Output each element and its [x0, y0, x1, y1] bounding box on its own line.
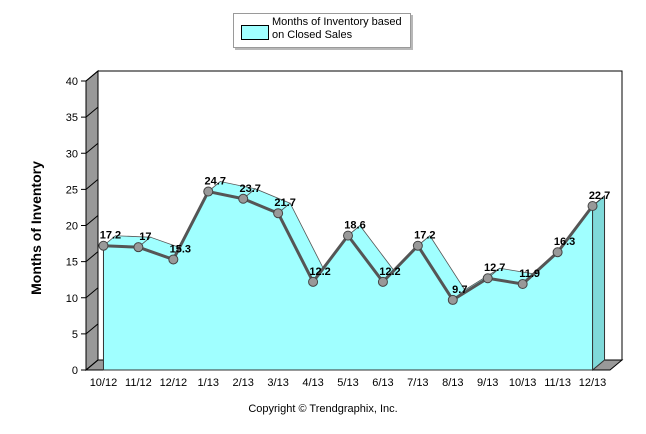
- y-axis: 0 5 10 15 20 25 30 35 40: [66, 70, 99, 377]
- data-label: 22.7: [589, 190, 610, 202]
- x-tick-label: 2/13: [232, 377, 253, 389]
- data-point: [517, 279, 528, 290]
- x-tick-label: 12/13: [579, 377, 607, 389]
- y-tick-label: 40: [66, 76, 78, 88]
- y-tick-label: 30: [66, 148, 78, 160]
- x-tick-label: 11/13: [544, 377, 571, 389]
- data-label: 23.7: [239, 183, 260, 195]
- data-label: 18.6: [344, 220, 365, 232]
- data-point: [238, 193, 249, 204]
- y-tick-label: 25: [66, 184, 78, 196]
- data-point: [482, 273, 493, 284]
- data-point: [343, 230, 353, 241]
- y-tick-depth: [85, 70, 99, 82]
- data-label: 15.3: [170, 243, 191, 255]
- data-label: 16.3: [554, 236, 575, 248]
- data-label: 12.2: [309, 266, 330, 278]
- data-point: [168, 254, 179, 265]
- y-tick-label: 10: [66, 293, 78, 305]
- data-point: [552, 247, 563, 258]
- y-tick-label: 5: [72, 329, 78, 341]
- x-tick-label: 4/13: [302, 377, 323, 389]
- x-tick-label: 12/12: [160, 377, 188, 389]
- data-label: 12.2: [379, 266, 400, 278]
- y-tick-depth: [85, 359, 99, 371]
- data-point: [203, 186, 214, 197]
- data-label: 12.7: [484, 262, 505, 274]
- x-tick-label: 5/13: [337, 377, 358, 389]
- data-point: [412, 240, 423, 251]
- y-tick-label: 15: [66, 257, 78, 269]
- legend: Months of Inventory based on Closed Sale…: [233, 13, 411, 48]
- series-area: 17.2 17 15.3 24.7 23.7 21.7 12.2 18.6 12.2 17.2 9.…: [98, 176, 610, 372]
- x-tick-label: 1/13: [198, 377, 219, 389]
- y-tick-label: 35: [66, 112, 78, 124]
- x-tick-label: 9/13: [477, 377, 498, 389]
- x-tick-label: 7/13: [407, 377, 428, 389]
- y-tick-label: 20: [66, 221, 78, 233]
- x-tick-label: 8/13: [442, 377, 463, 389]
- data-label: 9.7: [452, 284, 467, 296]
- x-tick-label: 6/13: [372, 377, 393, 389]
- y-tick-depth: [85, 178, 99, 190]
- x-axis: 10/12 11/12 12/12 1/13 2/13 3/13 4/13 5/13 6/13 7…: [90, 377, 607, 389]
- y-tick-depth: [85, 323, 99, 335]
- data-point: [133, 242, 144, 253]
- data-label: 17.2: [414, 230, 435, 242]
- data-point: [98, 240, 109, 251]
- data-point: [273, 208, 284, 219]
- data-point: [377, 276, 388, 287]
- data-label: 17: [139, 231, 151, 243]
- area-side-face: [592, 194, 606, 372]
- y-tick-label: 0: [72, 365, 78, 377]
- data-point: [308, 276, 319, 287]
- x-tick-label: 3/13: [267, 377, 288, 389]
- data-point: [447, 294, 458, 305]
- x-tick-label: 11/12: [125, 377, 152, 389]
- x-tick-label: 10/12: [90, 377, 118, 389]
- legend-swatch: [241, 25, 269, 40]
- data-label: 11.9: [519, 268, 540, 280]
- y-tick-depth: [85, 106, 99, 118]
- data-label: 24.7: [205, 176, 226, 188]
- legend-label: Months of Inventory based on Closed Sale…: [272, 16, 402, 41]
- data-label: 17.2: [100, 230, 121, 242]
- y-tick-depth: [85, 215, 99, 226]
- y-tick-depth: [85, 287, 99, 299]
- x-tick-label: 10/13: [509, 377, 537, 389]
- y-tick-depth: [85, 251, 99, 263]
- copyright-credit: Copyright © Trendgraphix, Inc.: [248, 403, 398, 415]
- data-label: 21.7: [274, 197, 295, 209]
- data-point: [587, 200, 598, 211]
- y-axis-title: Months of Inventory: [28, 161, 44, 295]
- y-tick-depth: [85, 142, 99, 154]
